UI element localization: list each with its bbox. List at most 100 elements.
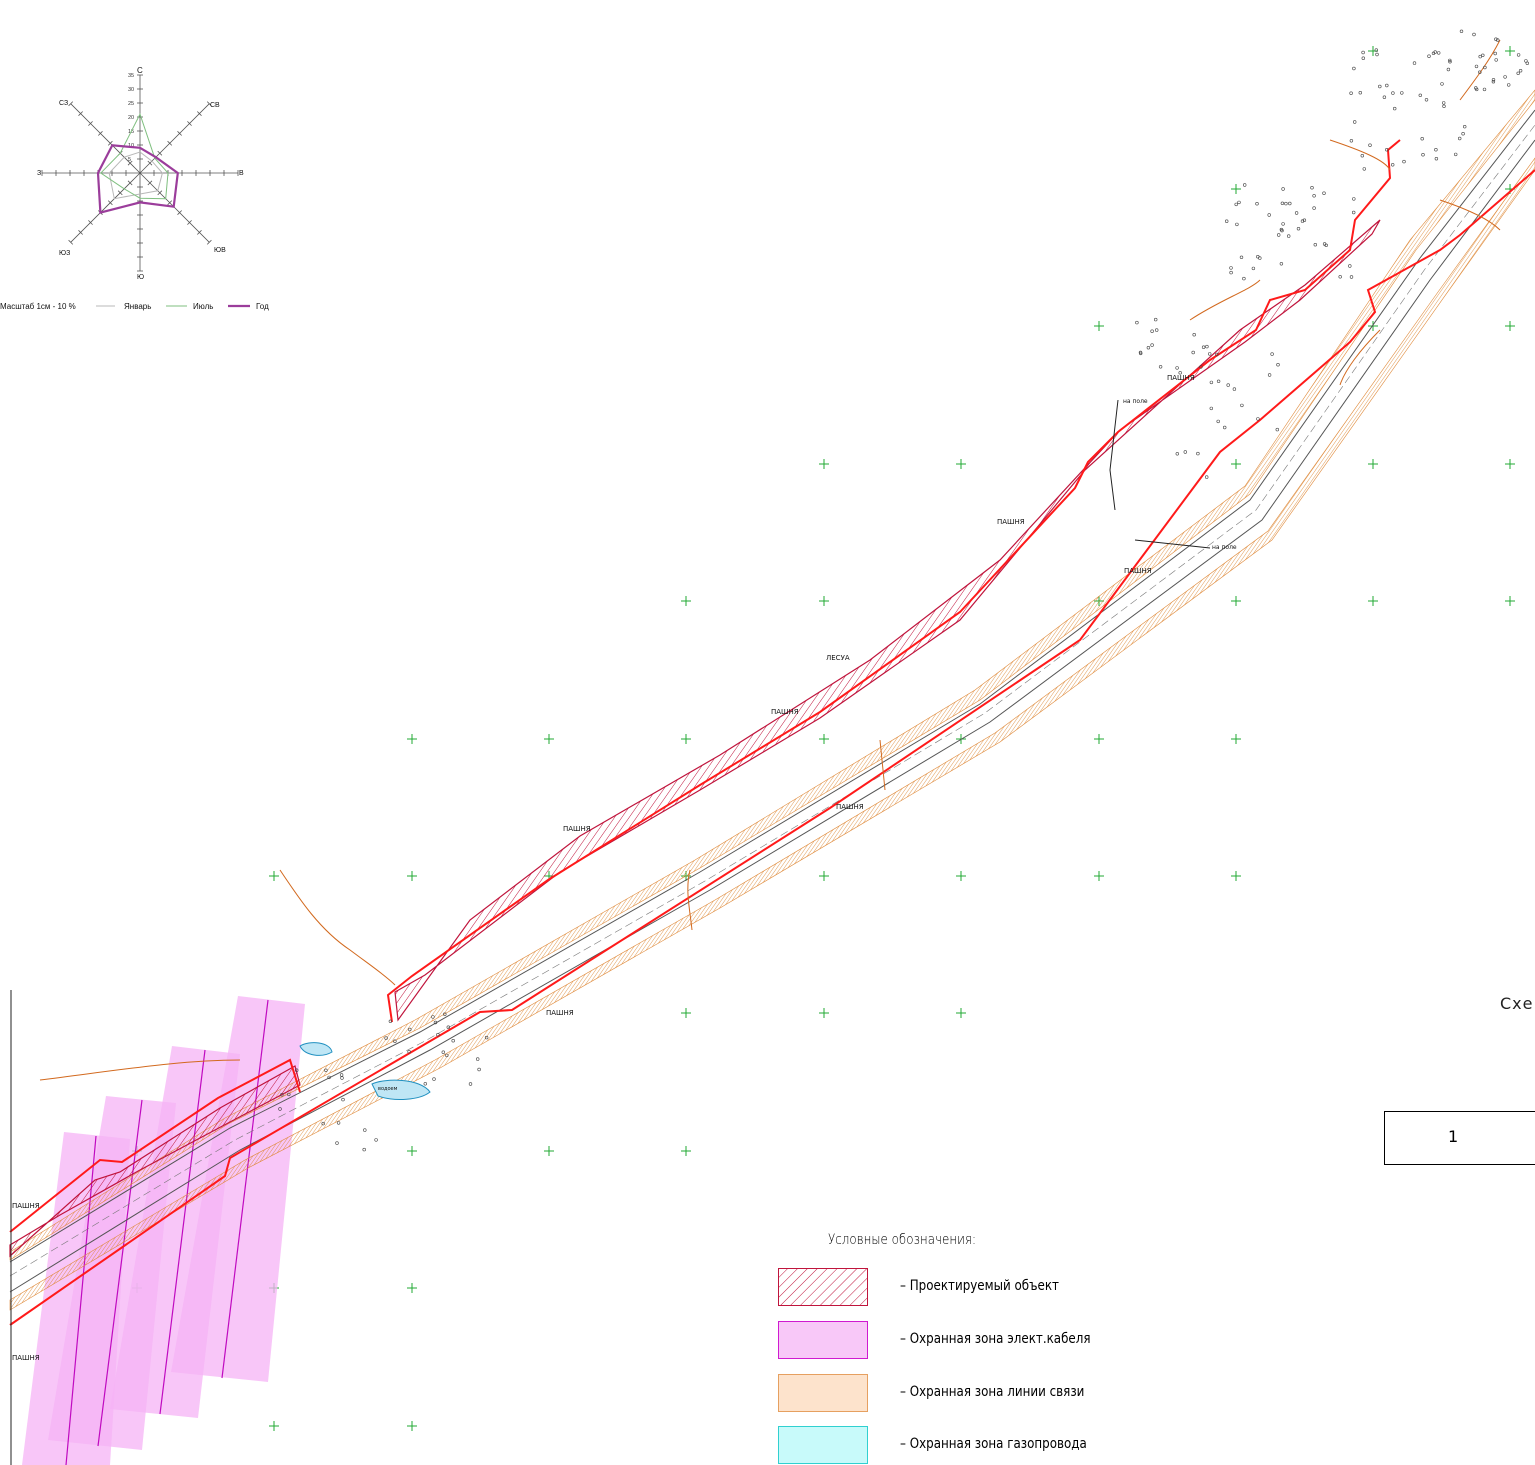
to-field-label: на поле [1123,398,1148,405]
grid-cross [819,596,829,606]
wind-rose-tick [177,131,182,136]
grid-cross [407,1283,417,1293]
cable-protection-zones [22,996,305,1465]
vegetation-dot [1483,65,1487,70]
grid-cross [269,871,279,881]
wind-rose-tick [88,121,93,126]
vegetation-dot [1209,380,1214,385]
vegetation-dot [1434,148,1438,152]
wind-rose-tick [78,230,83,235]
vegetation-dot [1494,58,1498,62]
vegetation-dot [1524,59,1528,63]
wind-rose-tick-label: 5 [128,157,131,163]
vegetation-dot [1280,201,1285,206]
grid-cross [956,871,966,881]
vegetation-dot [1158,365,1163,369]
grid-cross [544,734,554,744]
vegetation-dot [1361,50,1365,55]
vegetation-dot [341,1097,345,1102]
grid-cross [956,1008,966,1018]
vegetation-dot [1382,95,1387,99]
vegetation-dot [1478,54,1482,59]
vegetation-dot [1240,403,1244,408]
vegetation-dot [1279,227,1284,232]
vegetation-dot [1135,320,1139,325]
projected-object [9,219,1381,1258]
vegetation-dot [1518,68,1523,73]
vegetation-dot [1402,159,1406,164]
vegetation-dot [445,1053,449,1058]
vegetation-dot [1493,51,1497,56]
wind-rose-axis [139,103,210,174]
vegetation-dot [1226,383,1230,387]
grid-cross [1231,871,1241,881]
grid-cross [1231,459,1241,469]
vegetation-dot [1358,90,1363,95]
vegetation-dot [1352,66,1356,71]
vegetation-dot [1459,29,1464,33]
vegetation-dot [1482,87,1487,92]
vegetation-dot [1199,365,1203,369]
vegetation-dot [446,1025,450,1029]
legend-item-projected-object: – Проектируемый объект [778,1268,1138,1306]
legend-label: – Проектируемый объект [900,1278,1059,1294]
legend-item-cable-zone: – Охранная зона элект.кабеля [778,1321,1138,1359]
vegetation-dot [1349,91,1353,95]
vegetation-dot [1362,167,1367,171]
vegetation-dot [1494,37,1498,41]
wind-rose-tick-label: 25 [128,101,134,107]
wind-rose-tick [206,101,212,107]
sheet-number-box: 1 [1384,1111,1535,1165]
vegetation-symbols [278,29,1530,1152]
grid-cross [681,596,691,606]
grid-cross [819,871,829,881]
vegetation-dot [1310,186,1314,190]
vegetation-dot [1196,451,1200,456]
wind-rose-legend: Масштаб 1см - 10 % Январь Июль Год [0,302,269,311]
legend-july: Июль [193,302,213,311]
vegetation-dot [484,1035,489,1040]
grid-cross [956,459,966,469]
vegetation-dot [468,1082,473,1086]
wind-rose-tick [78,111,83,116]
vegetation-dot [1374,48,1379,52]
vegetation-dot [280,1093,284,1097]
wind-rose-july-line [100,112,169,200]
grid-cross [819,1008,829,1018]
vegetation-dot [1442,104,1446,109]
legend-year: Год [256,302,269,311]
vegetation-dot [1150,343,1154,347]
vegetation-dot [1474,64,1479,69]
vegetation-dot [1360,154,1365,158]
vegetation-dot [1229,266,1233,270]
field-label: ПАШНЯ [546,1009,574,1017]
vegetation-dot [1215,352,1219,357]
vegetation-dot [1516,71,1520,76]
grid-cross [1368,46,1378,56]
vegetation-dot [1441,101,1446,105]
vegetation-dot [1284,201,1288,206]
vegetation-dot [1448,58,1452,63]
vegetation-dot [327,1075,331,1080]
vegetation-dot [1242,183,1247,187]
vegetation-dot [1440,82,1444,86]
vegetation-dot [1474,87,1479,92]
vegetation-dot [1424,98,1429,102]
vegetation-dot [1286,234,1291,238]
legend-item-gas-zone: – Охранная зона газопровода [778,1426,1138,1464]
vegetation-dot [432,1077,436,1081]
vegetation-dot [441,1050,445,1054]
wind-rose-tick [88,220,93,225]
vegetation-dot [436,1032,440,1037]
vegetation-dot [1300,219,1305,223]
coordinate-grid [132,46,1515,1431]
wind-rose-tick [157,190,163,196]
grid-cross [819,459,829,469]
vegetation-dot [1503,75,1507,79]
field-label: ПАШНЯ [12,1354,40,1362]
vegetation-dot [1281,187,1285,191]
vegetation-dot [1516,53,1521,57]
grid-cross [681,734,691,744]
vegetation-dot [1209,406,1214,411]
vegetation-dot [1351,210,1356,215]
